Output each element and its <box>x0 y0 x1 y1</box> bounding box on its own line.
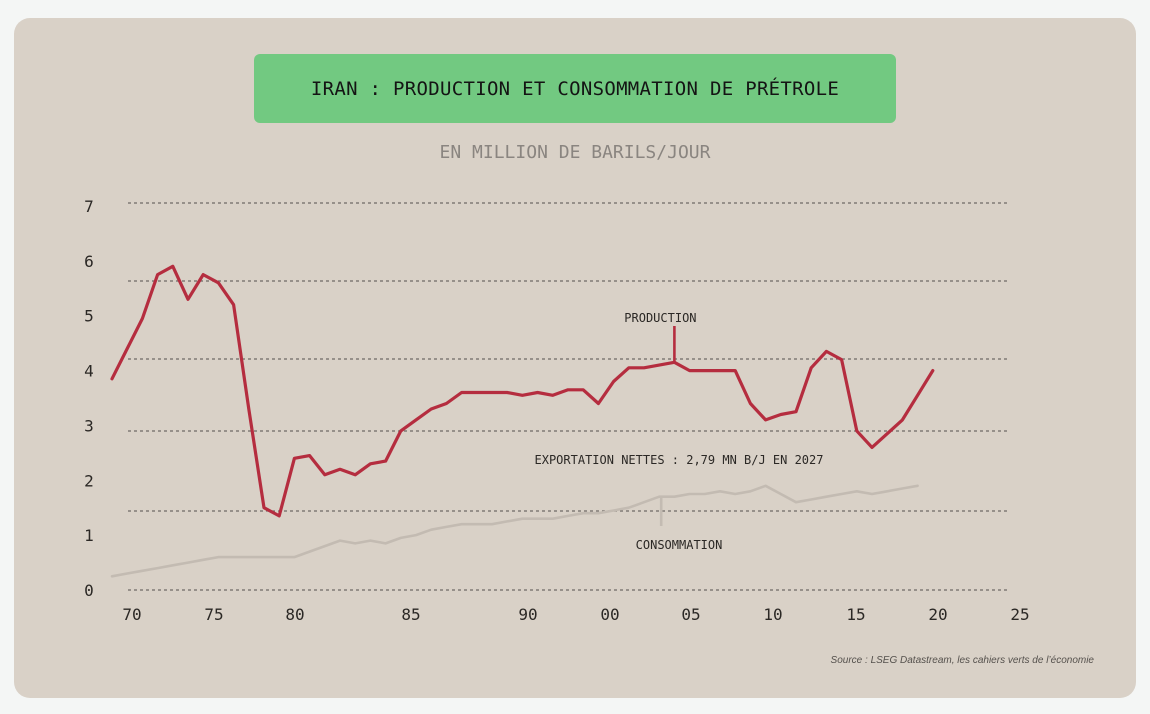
x-tick-label: 85 <box>401 605 420 624</box>
title-banner: IRAN : PRODUCTION ET CONSOMMATION DE PRÉ… <box>254 54 896 123</box>
exportation-annotation: EXPORTATION NETTES : 2,79 MN B/J EN 2027 <box>535 453 824 467</box>
production-line <box>110 264 935 518</box>
y-tick-label: 2 <box>84 471 94 490</box>
chart-title: IRAN : PRODUCTION ET CONSOMMATION DE PRÉ… <box>310 77 840 100</box>
y-tick-label: 4 <box>84 362 94 381</box>
chart-card: IRAN : PRODUCTION ET CONSOMMATION DE PRÉ… <box>14 18 1136 698</box>
x-tick-label: 05 <box>681 605 700 624</box>
y-tick-label: 1 <box>84 526 94 545</box>
production-label: PRODUCTION <box>624 311 696 325</box>
x-tick-label: 20 <box>928 605 947 624</box>
x-tick-label: 90 <box>518 605 537 624</box>
x-tick-label: 15 <box>846 605 865 624</box>
y-tick-label: 0 <box>84 581 94 600</box>
x-tick-label: 00 <box>600 605 619 624</box>
chart-subtitle: EN MILLION DE BARILS/JOUR <box>439 142 711 163</box>
x-tick-label: 80 <box>285 605 304 624</box>
x-tick-label: 75 <box>204 605 223 624</box>
consommation-line <box>110 484 919 578</box>
x-tick-label: 25 <box>1010 605 1029 624</box>
y-tick-label: 5 <box>84 307 94 326</box>
y-tick-label: 7 <box>84 197 94 216</box>
source-note: Source : LSEG Datastream, les cahiers ve… <box>830 655 1094 666</box>
x-tick-label: 10 <box>763 605 782 624</box>
line-chart: 0 1 2 3 4 5 6 7 70 75 80 85 90 00 05 10 15 20 25 PRODUCTION… <box>84 197 1029 624</box>
consommation-label: CONSOMMATION <box>636 538 723 552</box>
y-tick-label: 3 <box>84 416 94 435</box>
y-tick-label: 6 <box>84 252 94 271</box>
x-tick-label: 70 <box>122 605 141 624</box>
